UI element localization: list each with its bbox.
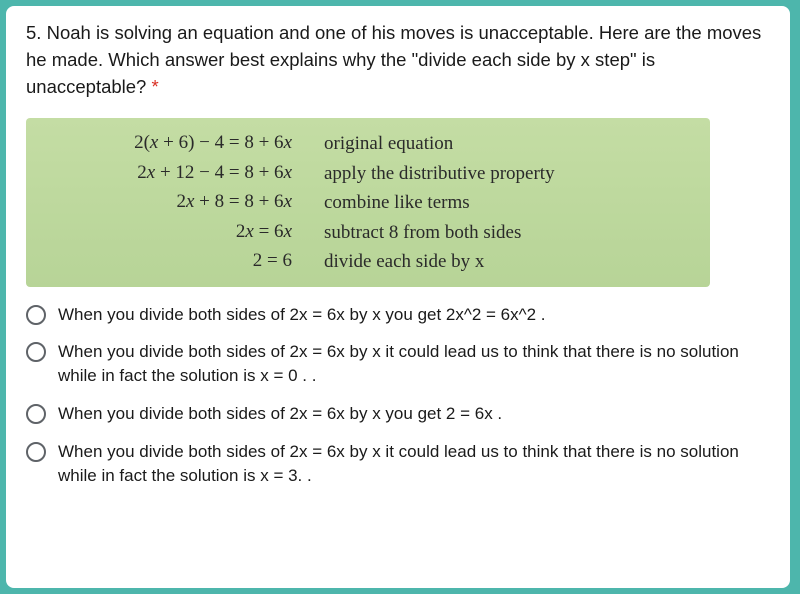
option-c[interactable]: When you divide both sides of 2x = 6x by…: [26, 402, 770, 426]
explanation-line: original equation: [324, 129, 555, 158]
question-number: 5.: [26, 22, 41, 43]
explanation-line: divide each side by x: [324, 247, 555, 276]
equation-line: 2(x + 6) − 4 = 8 + 6x: [42, 128, 292, 157]
option-b[interactable]: When you divide both sides of 2x = 6x by…: [26, 340, 770, 388]
equation-line: 2x + 12 − 4 = 8 + 6x: [42, 158, 292, 187]
option-a[interactable]: When you divide both sides of 2x = 6x by…: [26, 303, 770, 327]
radio-icon: [26, 342, 46, 362]
explanation-line: combine like terms: [324, 188, 555, 217]
equation-line: 2x + 8 = 8 + 6x: [42, 187, 292, 216]
equation-line: 2 = 6: [42, 246, 292, 275]
option-text: When you divide both sides of 2x = 6x by…: [58, 303, 546, 327]
explanation-line: subtract 8 from both sides: [324, 218, 555, 247]
explanations-column: original equation apply the distributive…: [324, 128, 555, 276]
option-d[interactable]: When you divide both sides of 2x = 6x by…: [26, 440, 770, 488]
required-asterisk: *: [152, 76, 159, 97]
explanation-line: apply the distributive property: [324, 159, 555, 188]
question-text: 5. Noah is solving an equation and one o…: [26, 20, 770, 100]
work-shown-box: 2(x + 6) − 4 = 8 + 6x 2x + 12 − 4 = 8 + …: [26, 118, 710, 286]
equations-column: 2(x + 6) − 4 = 8 + 6x 2x + 12 − 4 = 8 + …: [42, 128, 292, 276]
equation-line: 2x = 6x: [42, 217, 292, 246]
option-text: When you divide both sides of 2x = 6x by…: [58, 340, 770, 388]
option-text: When you divide both sides of 2x = 6x by…: [58, 440, 770, 488]
question-card: 5. Noah is solving an equation and one o…: [6, 6, 790, 588]
radio-icon: [26, 404, 46, 424]
radio-icon: [26, 442, 46, 462]
question-body: Noah is solving an equation and one of h…: [26, 22, 761, 97]
radio-icon: [26, 305, 46, 325]
option-text: When you divide both sides of 2x = 6x by…: [58, 402, 502, 426]
answer-options: When you divide both sides of 2x = 6x by…: [26, 303, 770, 488]
